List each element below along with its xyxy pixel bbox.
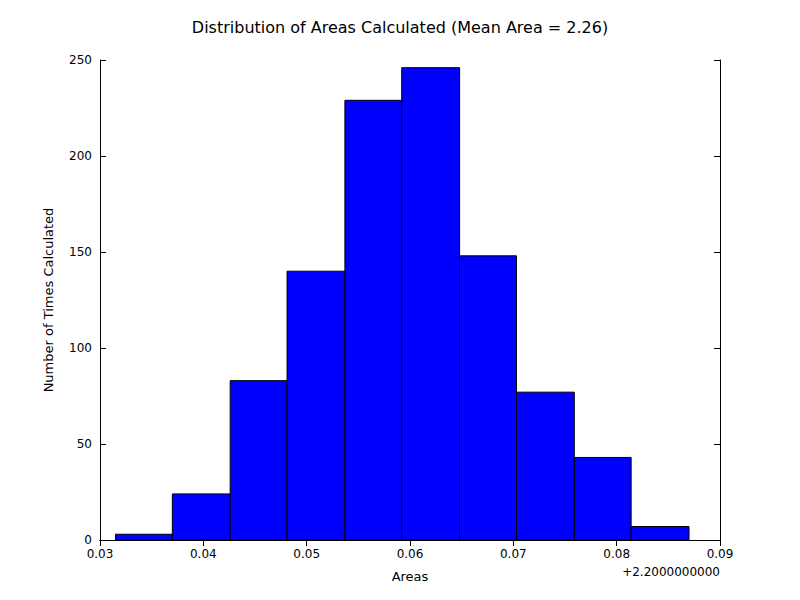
svg-text:+2.2000000000: +2.2000000000	[622, 565, 720, 579]
svg-text:0.09: 0.09	[707, 547, 734, 561]
svg-text:0.07: 0.07	[500, 547, 527, 561]
svg-text:200: 200	[69, 149, 92, 163]
svg-text:Areas: Areas	[392, 569, 429, 584]
svg-text:150: 150	[69, 245, 92, 259]
svg-text:0.08: 0.08	[603, 547, 630, 561]
svg-text:0.05: 0.05	[293, 547, 320, 561]
svg-text:0.03: 0.03	[87, 547, 114, 561]
svg-text:50: 50	[77, 437, 92, 451]
svg-text:0: 0	[84, 533, 92, 547]
svg-text:0.04: 0.04	[190, 547, 217, 561]
svg-text:Distribution of Areas Calculat: Distribution of Areas Calculated (Mean A…	[192, 18, 608, 37]
svg-text:Number of Times Calculated: Number of Times Calculated	[41, 208, 56, 393]
svg-text:250: 250	[69, 53, 92, 67]
svg-text:0.06: 0.06	[397, 547, 424, 561]
svg-text:100: 100	[69, 341, 92, 355]
